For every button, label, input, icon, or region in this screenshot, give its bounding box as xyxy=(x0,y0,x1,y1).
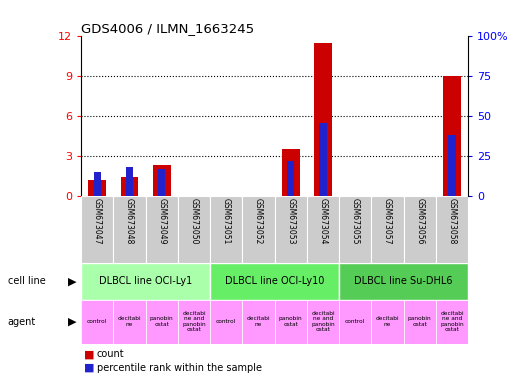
Text: GDS4006 / ILMN_1663245: GDS4006 / ILMN_1663245 xyxy=(81,22,254,35)
Text: panobin
ostat: panobin ostat xyxy=(279,316,302,327)
Text: decitabi
ne: decitabi ne xyxy=(118,316,141,327)
Bar xyxy=(158,169,165,196)
Text: GSM673054: GSM673054 xyxy=(319,198,327,244)
Text: cell line: cell line xyxy=(8,276,46,286)
Text: DLBCL line OCI-Ly10: DLBCL line OCI-Ly10 xyxy=(225,276,324,286)
Text: control: control xyxy=(216,319,236,324)
Bar xyxy=(275,196,307,263)
Text: GSM673051: GSM673051 xyxy=(222,198,231,244)
Text: control: control xyxy=(345,319,366,324)
Text: ▶: ▶ xyxy=(68,316,76,327)
Text: panobin
ostat: panobin ostat xyxy=(408,316,431,327)
Bar xyxy=(210,196,242,263)
Bar xyxy=(339,196,371,263)
Bar xyxy=(145,196,178,263)
Bar xyxy=(307,196,339,263)
Text: control: control xyxy=(87,319,107,324)
Bar xyxy=(404,196,436,263)
Bar xyxy=(94,172,101,196)
Bar xyxy=(81,196,113,263)
Text: decitabi
ne: decitabi ne xyxy=(247,316,270,327)
Bar xyxy=(210,300,242,344)
Text: GSM673052: GSM673052 xyxy=(254,198,263,244)
Text: DLBCL line Su-DHL6: DLBCL line Su-DHL6 xyxy=(354,276,453,286)
Text: GSM673058: GSM673058 xyxy=(448,198,457,244)
Bar xyxy=(121,177,138,196)
Text: decitabi
ne and
panobin
ostat: decitabi ne and panobin ostat xyxy=(440,311,464,332)
Bar xyxy=(145,300,178,344)
Text: GSM673053: GSM673053 xyxy=(286,198,295,244)
Text: GSM673055: GSM673055 xyxy=(351,198,360,244)
Bar xyxy=(275,300,307,344)
Text: percentile rank within the sample: percentile rank within the sample xyxy=(97,362,262,373)
Text: GSM673047: GSM673047 xyxy=(93,198,101,244)
Text: GSM673057: GSM673057 xyxy=(383,198,392,244)
Bar xyxy=(339,263,468,300)
Bar xyxy=(113,300,145,344)
Text: decitabi
ne and
panobin
ostat: decitabi ne and panobin ostat xyxy=(182,311,206,332)
Bar xyxy=(242,300,275,344)
Text: GSM673048: GSM673048 xyxy=(125,198,134,244)
Bar xyxy=(113,196,145,263)
Text: DLBCL line OCI-Ly1: DLBCL line OCI-Ly1 xyxy=(99,276,192,286)
Bar xyxy=(404,300,436,344)
Text: count: count xyxy=(97,349,124,359)
Bar xyxy=(282,149,300,196)
Bar xyxy=(210,263,339,300)
Bar xyxy=(81,300,113,344)
Bar xyxy=(448,135,456,196)
Text: agent: agent xyxy=(8,316,36,327)
Text: GSM673056: GSM673056 xyxy=(415,198,424,244)
Bar xyxy=(320,122,326,196)
Bar xyxy=(443,76,461,196)
Bar xyxy=(307,300,339,344)
Bar xyxy=(178,196,210,263)
Bar xyxy=(88,180,106,196)
Text: GSM673050: GSM673050 xyxy=(189,198,198,244)
Bar xyxy=(371,300,404,344)
Bar xyxy=(436,300,468,344)
Text: ■: ■ xyxy=(84,362,94,373)
Bar xyxy=(287,161,294,196)
Bar xyxy=(371,196,404,263)
Bar xyxy=(81,263,210,300)
Bar xyxy=(178,300,210,344)
Text: panobin
ostat: panobin ostat xyxy=(150,316,174,327)
Text: ▶: ▶ xyxy=(68,276,76,286)
Bar xyxy=(314,43,332,196)
Bar xyxy=(436,196,468,263)
Bar xyxy=(126,167,133,196)
Text: decitabi
ne: decitabi ne xyxy=(376,316,399,327)
Text: ■: ■ xyxy=(84,349,94,359)
Text: decitabi
ne and
panobin
ostat: decitabi ne and panobin ostat xyxy=(311,311,335,332)
Bar xyxy=(242,196,275,263)
Bar xyxy=(153,165,170,196)
Bar xyxy=(339,300,371,344)
Text: GSM673049: GSM673049 xyxy=(157,198,166,244)
